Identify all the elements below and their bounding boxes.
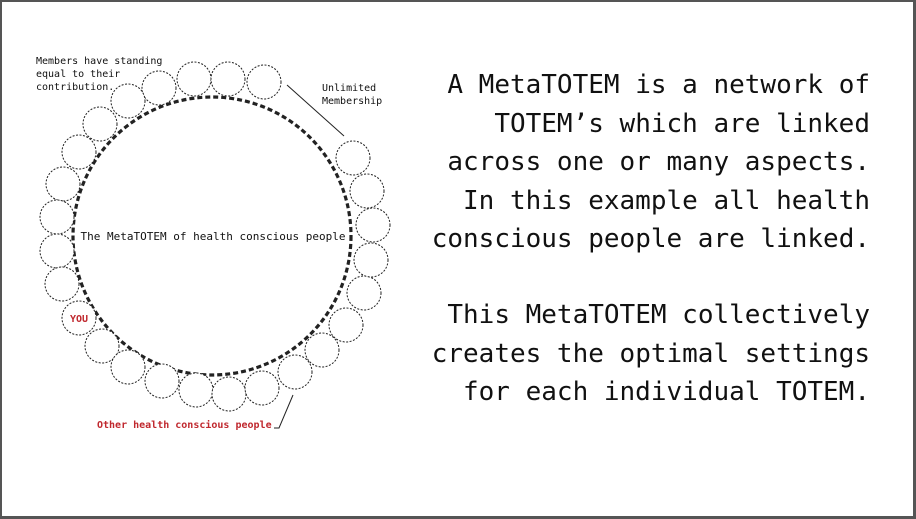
member-circle bbox=[39, 199, 75, 235]
you-member-circle bbox=[61, 300, 97, 336]
member-circle bbox=[110, 83, 146, 119]
members-note-line-2: equal to their bbox=[36, 69, 120, 80]
member-circle bbox=[110, 349, 146, 385]
member-circle bbox=[246, 64, 282, 100]
member-circle bbox=[335, 140, 371, 176]
description-paragraph-2: This MetaTOTEM collectively creates the … bbox=[431, 300, 870, 407]
member-circles bbox=[39, 61, 391, 412]
members-note-line-1: Members have standing bbox=[36, 56, 162, 67]
member-circle bbox=[353, 242, 389, 278]
member-circle bbox=[39, 233, 75, 269]
member-circle bbox=[349, 173, 385, 209]
member-circle bbox=[211, 376, 247, 412]
member-circle bbox=[346, 275, 382, 311]
others-pointer bbox=[274, 394, 294, 429]
description-paragraph-1: A MetaTOTEM is a network of TOTEM’s whic… bbox=[431, 70, 870, 254]
you-label: YOU bbox=[70, 314, 88, 325]
member-circle bbox=[328, 307, 364, 343]
member-circle bbox=[61, 134, 97, 170]
member-circle bbox=[244, 370, 280, 406]
member-circle bbox=[355, 207, 391, 243]
member-circle bbox=[178, 372, 214, 408]
others-label: Other health conscious people bbox=[97, 419, 272, 431]
member-circle bbox=[176, 61, 212, 97]
member-circle bbox=[277, 354, 313, 390]
member-circle bbox=[210, 61, 246, 97]
member-circle bbox=[82, 106, 118, 142]
member-circle bbox=[45, 166, 81, 202]
member-circle bbox=[304, 332, 340, 368]
members-note-line-3: contribution. bbox=[36, 82, 114, 93]
membership-line-1: Unlimited bbox=[322, 83, 376, 94]
member-circle bbox=[84, 328, 120, 364]
member-circle bbox=[141, 70, 177, 106]
member-circle bbox=[44, 266, 80, 302]
member-circle bbox=[144, 363, 180, 399]
metatotem-ring bbox=[71, 95, 353, 377]
center-label: The MetaTOTEM of health conscious people bbox=[81, 230, 346, 243]
membership-pointer bbox=[286, 84, 345, 137]
membership-line-2: Membership bbox=[322, 96, 382, 107]
